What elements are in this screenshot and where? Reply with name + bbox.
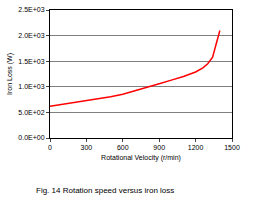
- svg-text:2.5E+03: 2.5E+03: [18, 6, 44, 13]
- svg-text:600: 600: [117, 144, 129, 151]
- svg-text:0.0E+00: 0.0E+00: [18, 134, 44, 141]
- svg-text:5.0E+02: 5.0E+02: [18, 109, 44, 116]
- svg-text:1.0E+03: 1.0E+03: [18, 83, 44, 90]
- svg-text:1.5E+03: 1.5E+03: [18, 58, 44, 65]
- svg-text:300: 300: [81, 144, 93, 151]
- svg-text:0: 0: [48, 144, 52, 151]
- svg-text:Fig. 14 Rotation speed versus: Fig. 14 Rotation speed versus iron loss: [36, 186, 174, 195]
- svg-text:1500: 1500: [224, 144, 240, 151]
- svg-text:900: 900: [153, 144, 165, 151]
- svg-text:Rotational Velocity (r/min): Rotational Velocity (r/min): [101, 154, 181, 162]
- svg-text:1200: 1200: [188, 144, 204, 151]
- svg-text:Iron Loss (W): Iron Loss (W): [6, 53, 14, 95]
- svg-text:2.0E+03: 2.0E+03: [18, 32, 44, 39]
